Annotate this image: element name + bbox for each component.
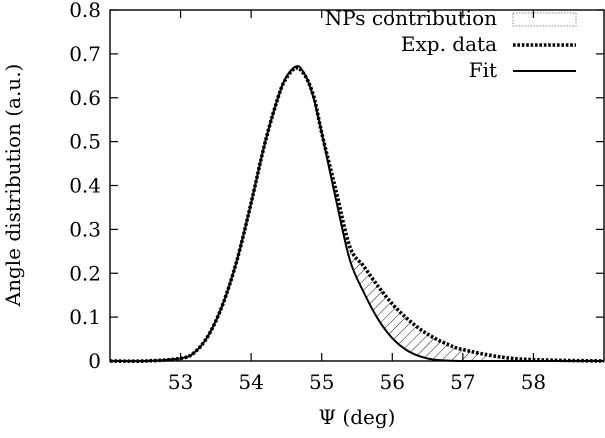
y-tick-label: 0 <box>88 349 101 373</box>
x-axis-title: Ψ (deg) <box>319 405 396 429</box>
legend-swatch-nps <box>512 12 577 27</box>
series-line-fit <box>109 65 604 363</box>
legend-label-nps: NPs contribution <box>325 6 497 30</box>
y-tick-label: 0.6 <box>69 86 101 110</box>
nps-contribution-layer <box>349 246 492 361</box>
legend-label-fit: Fit <box>469 58 497 82</box>
y-tick-label: 0.5 <box>69 130 101 154</box>
y-tick-label: 0.7 <box>69 42 101 66</box>
y-tick-label: 0.3 <box>69 217 101 241</box>
legend: NPs contribution Exp. data Fit <box>325 6 577 82</box>
y-tick-label: 0.8 <box>69 0 101 22</box>
plot-frame <box>109 9 605 362</box>
y-tick-label: 0.1 <box>69 305 101 329</box>
nps-contribution-area <box>349 246 492 361</box>
x-tick-label: 56 <box>380 370 405 394</box>
x-tick-label: 54 <box>238 370 263 394</box>
series-line-exp-data <box>109 66 605 363</box>
series-lines-layer <box>109 65 605 363</box>
x-tick-label: 58 <box>521 370 546 394</box>
y-axis-title: Angle distribution (a.u.) <box>1 64 25 308</box>
legend-label-exp: Exp. data <box>401 32 497 56</box>
x-tick-label: 55 <box>309 370 334 394</box>
y-tick-label: 0.4 <box>69 174 101 198</box>
x-tick-label: 57 <box>450 370 475 394</box>
x-tick-label: 53 <box>168 370 193 394</box>
y-tick-label: 0.2 <box>69 261 101 285</box>
axis-ticks-layer: 53 54 55 56 57 58 0 0.1 0.2 0.3 0.4 0.5 0.6 0.7 0.8 <box>69 0 604 394</box>
